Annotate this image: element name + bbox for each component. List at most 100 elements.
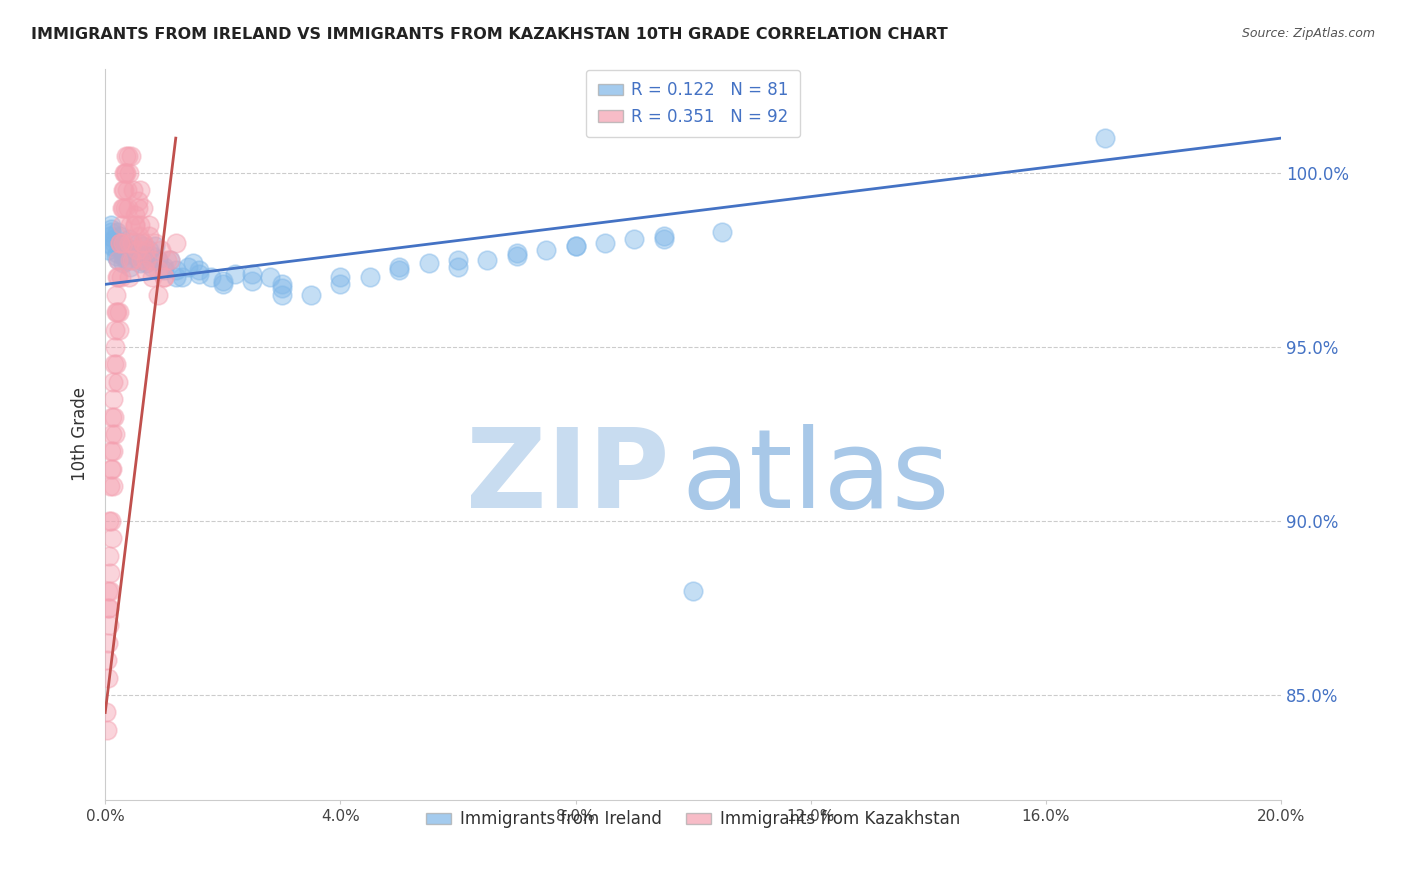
Point <box>129 218 152 232</box>
Point <box>105 225 128 239</box>
Point <box>165 263 187 277</box>
Point <box>124 246 146 260</box>
Point <box>135 250 157 264</box>
Point <box>108 235 131 250</box>
Point <box>118 243 141 257</box>
Point <box>156 252 179 267</box>
Point <box>97 583 120 598</box>
Point <box>103 479 125 493</box>
Point <box>118 260 141 274</box>
Point <box>111 201 134 215</box>
Point <box>103 375 125 389</box>
Point <box>104 305 127 319</box>
Point <box>135 243 157 257</box>
Point <box>97 235 120 250</box>
Point <box>101 239 124 253</box>
Point <box>118 232 141 246</box>
Point <box>711 225 734 239</box>
Point <box>96 723 118 737</box>
Point <box>112 235 135 250</box>
Point <box>112 166 135 180</box>
Point <box>121 252 143 267</box>
Point <box>593 235 616 250</box>
Point <box>141 270 163 285</box>
Point <box>121 183 143 197</box>
Point <box>124 208 146 222</box>
Point <box>107 252 129 267</box>
Point <box>534 243 557 257</box>
Point <box>146 252 169 267</box>
Point <box>96 653 118 667</box>
Point <box>117 148 139 162</box>
Point <box>211 277 233 292</box>
Point <box>97 243 120 257</box>
Point <box>623 232 645 246</box>
Point <box>447 252 470 267</box>
Point <box>153 260 176 274</box>
Point <box>211 274 233 288</box>
Point <box>143 239 166 253</box>
Point <box>141 252 163 267</box>
Point <box>121 235 143 250</box>
Point <box>118 252 141 267</box>
Point <box>118 166 141 180</box>
Point <box>98 601 121 615</box>
Point <box>114 201 136 215</box>
Point <box>138 218 160 232</box>
Point <box>129 252 152 267</box>
Point <box>97 601 120 615</box>
Point <box>97 618 120 632</box>
Point <box>388 260 411 274</box>
Point <box>97 636 120 650</box>
Point <box>114 148 136 162</box>
Point <box>100 427 122 442</box>
Point <box>153 270 176 285</box>
Point <box>240 267 263 281</box>
Point <box>127 201 149 215</box>
Text: atlas: atlas <box>682 425 950 532</box>
Point <box>103 235 125 250</box>
Point <box>564 239 586 253</box>
Point <box>141 260 163 274</box>
Point <box>135 252 157 267</box>
Point <box>183 256 205 270</box>
Point <box>224 267 246 281</box>
Point <box>104 358 127 372</box>
Point <box>108 235 131 250</box>
Point <box>110 270 132 285</box>
Point <box>135 256 157 270</box>
Point <box>132 235 155 250</box>
Point <box>114 246 136 260</box>
Point <box>108 228 131 243</box>
Point <box>652 228 675 243</box>
Point <box>132 201 155 215</box>
Point <box>117 201 139 215</box>
Point <box>98 566 121 581</box>
Point <box>100 221 122 235</box>
Point <box>100 444 122 458</box>
Point <box>188 263 211 277</box>
Point <box>105 305 128 319</box>
Point <box>506 250 529 264</box>
Point <box>96 706 118 720</box>
Point <box>107 252 129 267</box>
Point <box>159 252 181 267</box>
Point <box>129 252 152 267</box>
Point <box>127 235 149 250</box>
Point <box>1094 131 1116 145</box>
Point <box>107 375 129 389</box>
Point <box>112 239 135 253</box>
Point <box>112 183 135 197</box>
Point <box>98 514 121 528</box>
Point <box>329 277 352 292</box>
Point <box>138 228 160 243</box>
Point <box>98 228 121 243</box>
Point <box>170 270 193 285</box>
Point <box>132 235 155 250</box>
Point <box>103 409 125 424</box>
Point <box>165 235 187 250</box>
Point <box>115 183 138 197</box>
Point <box>105 246 128 260</box>
Point <box>103 232 125 246</box>
Point <box>101 409 124 424</box>
